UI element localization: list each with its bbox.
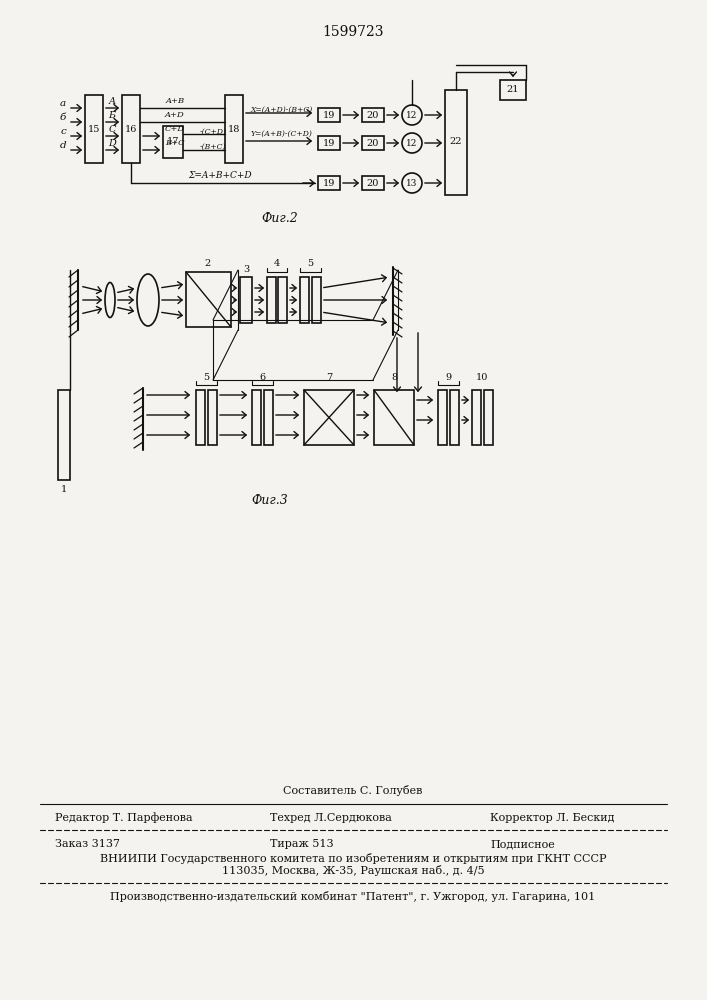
Text: Заказ 3137: Заказ 3137 (55, 839, 120, 849)
Bar (438, 390, 447, 445)
Bar (362, 108, 384, 122)
Bar (58, 390, 70, 480)
Text: Производственно-издательский комбинат "Патент", г. Ужгород, ул. Гагарина, 101: Производственно-издательский комбинат "П… (110, 892, 595, 902)
Bar (240, 277, 252, 323)
Text: Техред Л.Сердюкова: Техред Л.Сердюкова (270, 813, 392, 823)
Bar (252, 390, 261, 445)
Text: 21: 21 (507, 86, 519, 95)
Text: Y=(A+B)-(C+D): Y=(A+B)-(C+D) (251, 130, 313, 138)
Bar (450, 390, 459, 445)
Bar (472, 390, 481, 445)
Text: Подписное: Подписное (490, 839, 555, 849)
Text: Корректор Л. Бескид: Корректор Л. Бескид (490, 813, 614, 823)
Text: 113035, Москва, Ж-35, Раушская наб., д. 4/5: 113035, Москва, Ж-35, Раушская наб., д. … (222, 865, 484, 876)
Text: 1: 1 (61, 486, 67, 494)
Text: 15: 15 (88, 124, 100, 133)
Text: б: б (60, 112, 66, 121)
Bar (362, 176, 384, 190)
Text: Редактор Т. Парфенова: Редактор Т. Парфенова (55, 813, 192, 823)
Bar (208, 390, 217, 445)
Text: 5: 5 (307, 259, 313, 268)
Bar (163, 126, 183, 158)
Text: -(B+C): -(B+C) (200, 143, 226, 151)
Text: C+D: C+D (165, 125, 185, 133)
Text: Фиг.2: Фиг.2 (262, 212, 298, 225)
Bar (500, 80, 526, 100)
Circle shape (402, 173, 422, 193)
Bar (374, 390, 414, 445)
Ellipse shape (137, 274, 159, 326)
Text: 1599723: 1599723 (322, 25, 384, 39)
Text: 18: 18 (228, 124, 240, 133)
Text: B+C: B+C (165, 139, 185, 147)
Text: a: a (60, 99, 66, 107)
Bar (312, 277, 321, 323)
Circle shape (402, 105, 422, 125)
Bar (318, 108, 340, 122)
Text: 12: 12 (407, 110, 418, 119)
Text: 20: 20 (367, 178, 379, 188)
Text: D: D (108, 139, 116, 148)
Text: 17: 17 (167, 137, 180, 146)
Circle shape (402, 133, 422, 153)
Bar (304, 390, 354, 445)
Text: Составитель С. Голубев: Составитель С. Голубев (284, 784, 423, 796)
Text: -(C+D): -(C+D) (200, 128, 227, 136)
Bar (196, 390, 205, 445)
Text: 4: 4 (274, 259, 280, 268)
Bar (264, 390, 273, 445)
Bar (225, 95, 243, 163)
Text: 20: 20 (367, 110, 379, 119)
Ellipse shape (105, 282, 115, 318)
Text: X=(A+D)-(B+C): X=(A+D)-(B+C) (251, 106, 313, 114)
Text: 13: 13 (407, 178, 418, 188)
Text: 12: 12 (407, 138, 418, 147)
Bar (267, 277, 276, 323)
Text: Б: Б (108, 111, 115, 120)
Text: 9: 9 (445, 372, 451, 381)
Bar (278, 277, 287, 323)
Text: C: C (108, 125, 116, 134)
Text: 19: 19 (323, 110, 335, 119)
Text: Тираж 513: Тираж 513 (270, 839, 334, 849)
Bar (318, 176, 340, 190)
Text: 8: 8 (391, 372, 397, 381)
Text: A+D: A+D (165, 111, 185, 119)
Text: 19: 19 (323, 138, 335, 147)
Bar (122, 95, 140, 163)
Text: 16: 16 (125, 124, 137, 133)
Text: d: d (59, 140, 66, 149)
Text: 5: 5 (203, 372, 209, 381)
Text: 19: 19 (323, 178, 335, 188)
Bar (445, 90, 467, 195)
Text: A: A (108, 98, 115, 106)
Text: 6: 6 (259, 372, 265, 381)
Text: 7: 7 (326, 372, 332, 381)
Text: 2: 2 (205, 259, 211, 268)
Text: c: c (60, 126, 66, 135)
Text: 10: 10 (476, 372, 489, 381)
Bar (484, 390, 493, 445)
Bar (362, 136, 384, 150)
Text: Фиг.3: Фиг.3 (252, 493, 288, 506)
Text: 22: 22 (450, 137, 462, 146)
Text: 3: 3 (243, 264, 249, 273)
Text: Σ=A+B+C+D: Σ=A+B+C+D (188, 170, 252, 180)
Bar (318, 136, 340, 150)
Text: A+B: A+B (165, 97, 185, 105)
Bar (300, 277, 309, 323)
Bar (85, 95, 103, 163)
Text: 20: 20 (367, 138, 379, 147)
Bar (186, 272, 231, 327)
Text: ВНИИПИ Государственного комитета по изобретениям и открытиям при ГКНТ СССР: ВНИИПИ Государственного комитета по изоб… (100, 852, 606, 863)
